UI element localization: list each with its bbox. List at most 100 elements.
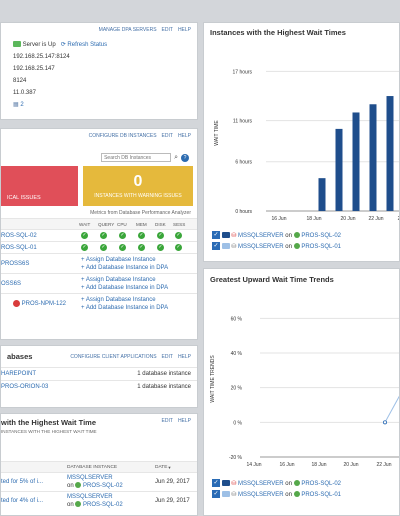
legend-item[interactable]: ✓ ⛁ MSSQLSERVER on PROS-SQL-01 (212, 490, 341, 501)
col-cpu: CPU (117, 221, 127, 227)
legend-checkbox[interactable]: ✓ (212, 479, 220, 488)
legend-server-link[interactable]: PROS-SQL-02 (301, 481, 342, 487)
on-label: on (285, 481, 292, 487)
server-field: 11.0.387 (13, 90, 36, 96)
client-app-row[interactable]: PROS-ORION-03 1 database instance (1, 380, 197, 393)
legend-checkbox[interactable]: ✓ (212, 231, 220, 240)
on-label: on (285, 492, 292, 498)
db-instance-row[interactable]: PROSS6S + Assign Database Instance + Add… (1, 253, 197, 273)
client-app-row[interactable]: HAREPOINT 1 database instance (1, 367, 197, 380)
edit-link[interactable]: EDIT (161, 133, 173, 139)
y-tick-label: 6 hours (235, 160, 252, 166)
help-link[interactable]: HELP (177, 133, 191, 139)
edit-link[interactable]: EDIT (161, 27, 173, 33)
critical-issues-tile[interactable]: ICAL ISSUES (1, 166, 78, 206)
series-color-icon (221, 243, 230, 250)
y-tick-label: 60 % (231, 316, 243, 322)
client-app-link[interactable]: HAREPOINT (1, 371, 37, 377)
configure-db-instances-link[interactable]: CONFIGURE DB INSTANCES (88, 133, 157, 139)
instance-count: 1 database instance (137, 384, 191, 390)
table-header: DATABASE INSTANCE DATE ▼ (1, 461, 197, 472)
x-tick-label: 16 Jun (271, 216, 286, 222)
col-mem: MEM (136, 221, 147, 227)
db-instance-link[interactable]: ROS-SQL-02 (1, 232, 37, 239)
sort-desc-icon[interactable]: ▼ (167, 464, 172, 470)
table-row[interactable]: ted for 5% of i... MSSQLSERVER on PROS-S… (1, 472, 197, 491)
add-db-instance-link[interactable]: + Add Database Instance in DPA (81, 264, 169, 271)
db-instance-row[interactable]: OSS6S + Assign Database Instance + Add D… (1, 273, 197, 293)
legend-checkbox[interactable]: ✓ (212, 490, 220, 499)
db-instance-link[interactable]: OSS6S (1, 280, 22, 287)
legend-series-link[interactable]: MSSQLSERVER (238, 492, 284, 498)
bar (335, 128, 343, 211)
check-icon: ✓ (100, 232, 107, 239)
server-link[interactable]: PROS-SQL-02 (83, 483, 123, 489)
server-status-row: Server is Up ⟳ Refresh Status (13, 39, 185, 51)
panel-header: MANAGE DPA SERVERS EDIT HELP (1, 23, 197, 37)
db-instance-link[interactable]: ROS-SQL-01 (1, 244, 37, 251)
db-status-icon: ⛁ (231, 233, 237, 239)
assign-db-instance-link[interactable]: + Assign Database Instance (81, 276, 156, 283)
server-link[interactable]: PROS-SQL-02 (83, 502, 123, 508)
assign-db-instance-link[interactable]: + Assign Database Instance (81, 256, 156, 263)
legend-server-link[interactable]: PROS-SQL-01 (301, 492, 342, 498)
refresh-status-link[interactable]: Refresh Status (67, 42, 108, 48)
col-date[interactable]: DATE (155, 464, 168, 470)
legend-item[interactable]: ✓ ⛁ MSSQLSERVER on PROS-SQL-01 (212, 242, 341, 253)
manage-dpa-servers-link[interactable]: MANAGE DPA SERVERS (98, 27, 157, 33)
add-db-instance-link[interactable]: + Add Database Instance in DPA (81, 284, 169, 291)
chart-legend: ✓ ⛁ MSSQLSERVER on PROS-SQL-02 ✓ ⛁ MSSQL… (212, 231, 341, 253)
critical-issues-label: ICAL ISSUES (7, 195, 41, 201)
db-count-link[interactable]: 2 (20, 102, 24, 108)
instance-link[interactable]: MSSQLSERVER (67, 494, 113, 500)
legend-item[interactable]: ✓ ⛁ MSSQLSERVER on PROS-SQL-02 (212, 231, 341, 242)
col-wait: WAIT (79, 221, 91, 227)
legend-series-link[interactable]: MSSQLSERVER (238, 233, 284, 239)
search-icon[interactable]: ⌕ (174, 153, 178, 161)
col-database-instance[interactable]: DATABASE INSTANCE (67, 464, 118, 470)
legend-server-link[interactable]: PROS-SQL-01 (301, 244, 342, 250)
db-instance-row[interactable]: ROS-SQL-01 ✓ ✓ ✓ ✓ ✓ ✓ (1, 241, 197, 253)
database-icon: ▦ (13, 102, 19, 108)
x-tick-label: 14 Jun (246, 462, 261, 468)
check-icon: ✓ (157, 244, 164, 251)
series-color-icon (221, 480, 230, 487)
db-instance-link[interactable]: PROSS6S (1, 260, 30, 267)
search-db-input[interactable] (101, 153, 172, 162)
help-link[interactable]: HELP (177, 353, 191, 360)
legend-checkbox[interactable]: ✓ (212, 242, 220, 251)
issue-link[interactable]: ted for 4% of i... (1, 498, 44, 504)
server-field: 8124 (13, 78, 27, 84)
instance-link[interactable]: MSSQLSERVER (67, 475, 113, 481)
highest-wait-panel: with the Highest Wait Time EDIT HELP INS… (0, 413, 198, 516)
configure-client-apps-link[interactable]: CONFIGURE CLIENT APPLICATIONS (70, 353, 157, 360)
issue-link[interactable]: ted for 5% of i... (1, 479, 44, 485)
server-status: Server is Up (22, 42, 56, 48)
db-instance-link[interactable]: PROS-NPM-122 (21, 301, 67, 308)
edit-link[interactable]: EDIT (161, 353, 173, 360)
panel-subtitle: INSTANCES WITH THE HIGHEST WAIT TIME (1, 429, 97, 434)
legend-server-link[interactable]: PROS-SQL-02 (301, 233, 342, 239)
x-tick-label: 18 Jun (311, 462, 326, 468)
edit-link[interactable]: EDIT (161, 418, 173, 424)
refresh-icon[interactable]: ⟳ (60, 42, 66, 48)
add-db-instance-link[interactable]: + Add Database Instance in DPA (81, 304, 169, 311)
client-app-link[interactable]: PROS-ORION-03 (1, 384, 49, 390)
highest-wait-times-chart-panel: Instances with the Highest Wait Times 0 … (203, 22, 400, 262)
assign-db-instance-link[interactable]: + Assign Database Instance (81, 296, 156, 303)
bar (318, 178, 326, 211)
legend-item[interactable]: ✓ ⛁ MSSQLSERVER on PROS-SQL-02 (212, 479, 341, 490)
on-label: on (67, 502, 74, 508)
legend-series-link[interactable]: MSSQLSERVER (238, 481, 284, 487)
table-row[interactable]: ted for 4% of i... MSSQLSERVER on PROS-S… (1, 491, 197, 510)
x-tick-label: 22 Jun (376, 462, 391, 468)
help-link[interactable]: HELP (177, 418, 191, 424)
check-icon: ✓ (81, 232, 88, 239)
dpa-server-panel: MANAGE DPA SERVERS EDIT HELP Server is U… (0, 22, 198, 120)
db-instance-row[interactable]: ROS-SQL-02 ✓ ✓ ✓ ✓ ✓ ✓ (1, 229, 197, 241)
warning-issues-tile[interactable]: 0 INSTANCES WITH WARNING ISSUES (83, 166, 193, 206)
help-circle-icon[interactable]: ? (181, 153, 189, 162)
legend-series-link[interactable]: MSSQLSERVER (238, 244, 284, 250)
db-instance-row[interactable]: PROS-NPM-122 + Assign Database Instance … (1, 293, 197, 313)
help-link[interactable]: HELP (177, 27, 191, 33)
